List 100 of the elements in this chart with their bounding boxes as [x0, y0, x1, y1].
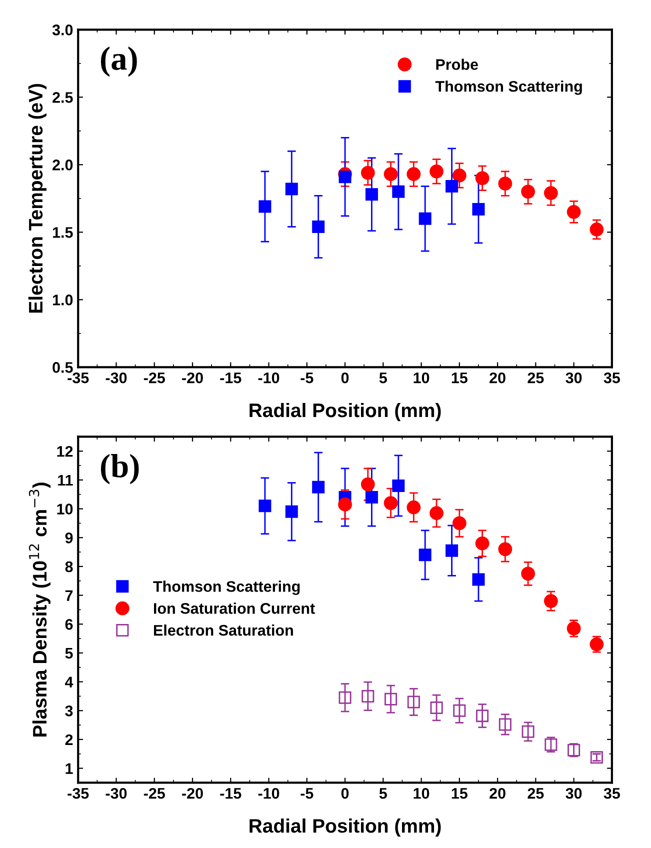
x-tick-label: -35 [68, 788, 89, 799]
x-tick-label: -30 [106, 788, 127, 799]
x-tick-label: -5 [300, 372, 314, 384]
x-tick-label: 10 [414, 788, 430, 799]
y-tick-label: 2.5 [52, 92, 73, 103]
y-tick-label: 5 [65, 648, 73, 659]
legend-label: Thomson Scattering [153, 580, 300, 595]
point [590, 751, 603, 764]
point [285, 182, 298, 196]
point [476, 710, 489, 722]
y-tick-label: 8 [65, 561, 73, 572]
y-tick-label: 1.0 [52, 294, 73, 306]
y-tick-label: 10 [57, 504, 73, 514]
point [338, 691, 352, 704]
x-tick-label: 10 [414, 372, 430, 384]
point [312, 220, 325, 234]
x-tick-label: 25 [528, 372, 544, 384]
point [566, 204, 581, 219]
point [446, 180, 458, 193]
x-tick-label: -20 [182, 372, 203, 384]
y-axis-title: Electron Temperture (eV) [28, 84, 46, 313]
point [360, 166, 375, 180]
x-tick-label: 30 [566, 788, 582, 799]
point [452, 168, 466, 182]
x-axis-title: Radial Position (mm) [250, 818, 441, 837]
x-tick-label: 35 [604, 372, 620, 384]
point [544, 594, 558, 608]
y-tick-label: 2.0 [52, 160, 73, 170]
x-axis-title: Radial Position (mm) [250, 402, 441, 422]
point [521, 184, 535, 199]
y-tick-label: 3.0 [52, 24, 73, 36]
point [472, 202, 485, 216]
point [544, 186, 558, 200]
point [446, 544, 458, 557]
point [522, 725, 534, 738]
x-tick-label: -35 [68, 372, 89, 384]
y-tick-label: 1.5 [52, 227, 73, 238]
point [475, 536, 490, 550]
y-tick-label: 0.5 [52, 362, 73, 373]
x-tick-label: 15 [452, 788, 468, 799]
y-tick-label: 12 [57, 446, 73, 457]
point [452, 516, 466, 530]
point [258, 200, 272, 213]
x-tick-label: -25 [144, 372, 165, 384]
point [475, 171, 490, 186]
x-tick-label: -5 [300, 788, 314, 799]
y-tick-label: 6 [65, 618, 73, 630]
point [392, 479, 405, 492]
x-tick-label: -15 [220, 372, 242, 384]
y-tick-label: 11 [58, 474, 73, 486]
point [285, 505, 298, 518]
point [498, 542, 512, 556]
point [338, 170, 352, 184]
annotation: (a) [100, 46, 137, 77]
x-tick-label: 5 [379, 372, 387, 384]
x-tick-label: 20 [490, 788, 506, 799]
x-tick-label: 20 [490, 372, 506, 384]
point [418, 212, 432, 225]
legend-label: Thomson Scattering [435, 80, 582, 95]
point [362, 690, 374, 702]
point [406, 167, 421, 182]
y-tick-label: 7 [65, 590, 73, 601]
y-tick-label: 1 [66, 763, 73, 774]
point [365, 188, 378, 201]
legend-label: Probe [436, 58, 478, 70]
x-tick-label: 35 [604, 788, 620, 799]
point [384, 496, 398, 510]
point [384, 692, 398, 706]
legend-label: Ion Saturation Current [154, 602, 315, 614]
point [406, 500, 421, 514]
point [407, 696, 420, 708]
point [430, 701, 443, 714]
point [360, 477, 375, 492]
point [498, 176, 512, 191]
point [590, 222, 604, 236]
x-tick-label: 5 [379, 788, 387, 799]
y-tick-label: 2 [65, 734, 73, 745]
point [312, 480, 325, 494]
point [338, 498, 352, 512]
x-tick-label: -30 [106, 372, 127, 384]
point [258, 500, 272, 512]
point [521, 566, 535, 581]
point [498, 718, 512, 731]
x-tick-label: -20 [182, 788, 203, 799]
x-tick-label: -25 [144, 788, 165, 799]
y-axis-title: Plasma Density (10$^{12}$ cm$^{−3}$) [28, 482, 51, 736]
point [392, 185, 405, 198]
annotation: (b) [100, 454, 139, 484]
point [384, 167, 398, 182]
x-tick-label: -10 [258, 788, 280, 799]
point [365, 491, 378, 504]
y-tick-label: 3 [65, 705, 73, 716]
x-tick-label: -10 [258, 372, 280, 384]
legend-label: Electron Saturation [154, 624, 293, 636]
point [472, 573, 485, 586]
x-tick-label: 25 [528, 788, 544, 799]
x-tick-label: 15 [452, 372, 468, 384]
point [430, 164, 444, 178]
y-tick-label: 4 [64, 676, 74, 688]
x-tick-label: 30 [566, 372, 582, 384]
